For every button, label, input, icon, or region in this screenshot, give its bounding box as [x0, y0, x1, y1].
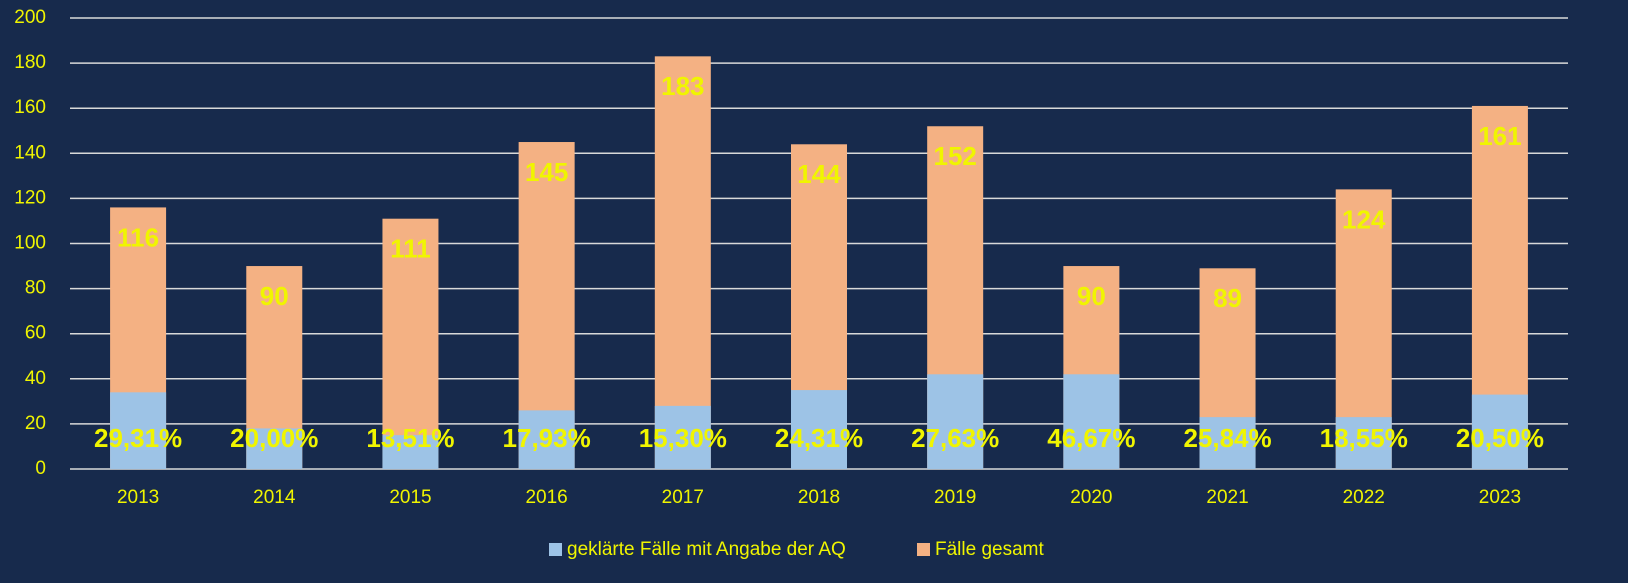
y-tick-label: 80 [25, 278, 46, 299]
y-tick-label: 60 [25, 323, 46, 344]
share-label: 13,51% [366, 423, 454, 453]
bar [791, 390, 847, 469]
bar [1199, 417, 1256, 469]
legend-swatch [549, 543, 562, 556]
bar [382, 218, 439, 469]
bar [654, 405, 711, 469]
x-tick-label: 2017 [662, 487, 704, 508]
bar [246, 428, 303, 469]
x-tick-label: 2014 [253, 487, 296, 508]
x-tick-label: 2019 [934, 487, 976, 508]
bar [110, 392, 167, 469]
data-label: 144 [797, 159, 841, 189]
bar [654, 56, 711, 470]
y-tick-label: 160 [14, 97, 46, 118]
share-label: 20,00% [230, 423, 318, 453]
x-tick-label: 2023 [1479, 487, 1521, 508]
data-label: 89 [1213, 283, 1242, 313]
data-label: 90 [1077, 281, 1106, 311]
bar [1471, 394, 1528, 469]
bar [382, 435, 439, 469]
data-label: 111 [390, 234, 431, 264]
share-label: 24,31% [775, 423, 863, 453]
y-tick-label: 0 [35, 458, 46, 479]
y-tick-label: 180 [14, 52, 46, 73]
share-label: 15,30% [639, 423, 727, 453]
data-label: 116 [117, 222, 159, 252]
data-label: 145 [525, 157, 568, 187]
share-label: 20,50% [1456, 423, 1544, 453]
share-label: 46,67% [1047, 423, 1135, 453]
bar [1335, 417, 1392, 469]
data-label: 161 [1478, 121, 1521, 151]
y-tick-label: 40 [25, 368, 46, 389]
x-tick-label: 2021 [1206, 487, 1248, 508]
y-tick-label: 20 [25, 413, 46, 434]
y-tick-label: 200 [14, 7, 46, 28]
y-tick-label: 140 [14, 142, 46, 163]
share-label: 18,55% [1320, 423, 1408, 453]
data-label: 124 [1342, 204, 1386, 234]
x-tick-label: 2020 [1070, 487, 1112, 508]
y-tick-label: 120 [14, 187, 46, 208]
x-tick-label: 2022 [1343, 487, 1385, 508]
share-label: 29,31% [94, 423, 182, 453]
x-tick-label: 2018 [798, 487, 840, 508]
share-label: 27,63% [911, 423, 999, 453]
share-label: 17,93% [503, 423, 591, 453]
x-tick-label: 2013 [117, 487, 159, 508]
data-label: 152 [933, 141, 976, 171]
legend-label: geklärte Fälle mit Angabe der AQ [567, 539, 846, 560]
share-label: 25,84% [1183, 423, 1271, 453]
x-tick-label: 2015 [389, 487, 431, 508]
x-tick-label: 2016 [525, 487, 567, 508]
y-tick-label: 100 [14, 233, 46, 254]
legend-swatch [917, 543, 930, 556]
bar [927, 374, 984, 469]
bar [1063, 374, 1120, 469]
bar [518, 410, 575, 469]
data-label: 90 [260, 281, 289, 311]
legend-label: Fälle gesamt [935, 539, 1044, 560]
data-label: 183 [661, 71, 704, 101]
